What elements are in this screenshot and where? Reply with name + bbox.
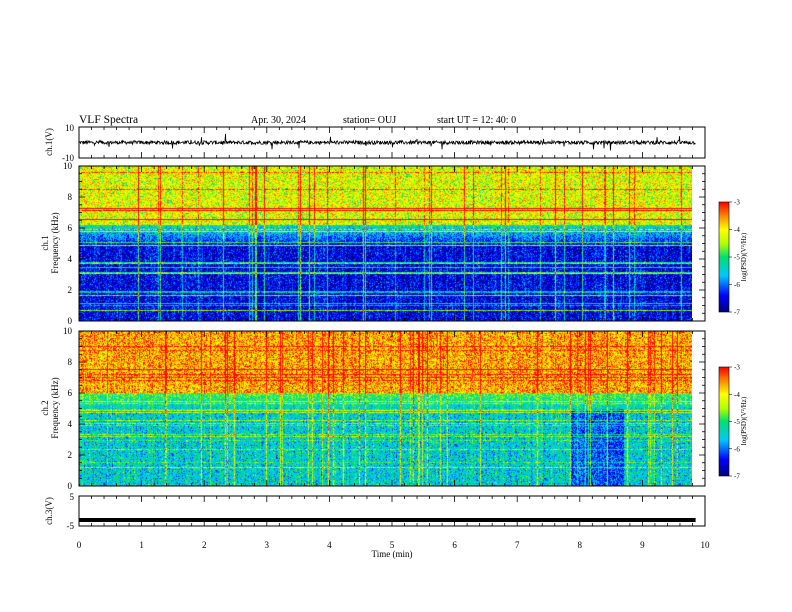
ch1-frequency-ylabel: Frequency (kHz) [50,212,60,273]
frequency-tick-label: 4 [68,419,73,429]
time-tick-label: 1 [139,540,144,550]
ch1-colorbar-label: log(PSD)(V²/Hz) [740,232,748,281]
colorbar-tick-label: -3 [734,199,740,207]
time-tick-label: 8 [578,540,583,550]
ch2-colorbar-ticks: -3 -4 -5 -6 -7 [729,364,740,481]
ch2-colorbar-label: log(PSD)(V²/Hz) [740,396,748,445]
ch2-colorbar-scale [718,366,730,477]
frequency-tick-label: 0 [68,316,73,326]
frequency-tick-label: 8 [68,357,73,367]
time-tick-label: 4 [327,540,332,550]
ch2-colorbar: -3 -4 -5 -6 -7 log(PSD)(V²/Hz) [718,364,748,481]
frequency-tick-label: 8 [68,192,73,202]
colorbar-tick-label: -5 [734,254,740,262]
colorbar-tick-label: -7 [734,473,740,481]
time-tick-label: 6 [452,540,457,550]
colorbar-tick-label: -3 [734,364,740,372]
ch3-ytick-bottom: -5 [67,521,75,531]
ch1-waveform-ylabel: ch.1(V) [44,128,54,156]
ch1-colorbar: -3 -4 -5 -6 -7 log(PSD)(V²/Hz) [718,199,748,317]
ch2-frequency-ylabel: Frequency (kHz) [50,377,60,438]
ch2-frequency-ticks: 0 2 4 6 8 10 [63,326,705,491]
time-tick-label: 3 [265,540,270,550]
frequency-tick-label: 0 [68,481,73,491]
time-tick-label: 0 [77,540,82,550]
frequency-tick-label: 4 [68,254,73,264]
ch1-spectrogram-image [79,166,692,321]
colorbar-tick-label: -5 [734,418,740,426]
ch1-ytick-bottom: -10 [62,153,74,163]
ch1-spectrogram-ylabel: ch.1 [40,235,50,250]
ch3-ytick-top: 5 [70,492,75,502]
time-tick-label: 5 [390,540,395,550]
time-tick-label: 7 [515,540,520,550]
ch1-spectrogram-panel: ch.1 Frequency (kHz) 0 2 4 6 8 10 [40,161,706,326]
ch1-waveform-panel: 10 -10 ch.1(V) [44,123,706,163]
colorbar-tick-label: -4 [734,226,740,234]
frequency-tick-label: 6 [68,223,73,233]
time-tick-label: 2 [202,540,207,550]
colorbar-tick-label: -6 [734,445,740,453]
frequency-tick-label: 10 [63,326,73,336]
time-axis-label: Time (min) [372,549,413,559]
frequency-tick-label: 2 [68,285,73,295]
ch1-colorbar-scale [718,201,730,313]
time-ticks [78,127,706,526]
time-tick-label: 9 [640,540,645,550]
colorbar-tick-label: -6 [734,281,740,289]
colorbar-tick-label: -7 [734,309,740,317]
station-label: station= OUJ [343,115,396,126]
ch1-ytick-top: 10 [65,123,75,133]
time-tick-label: 10 [701,540,711,550]
ch1-waveform-line [78,133,696,151]
colorbar-tick-label: -4 [734,391,740,399]
ch2-spectrogram-ylabel: ch.2 [40,400,50,415]
frequency-tick-label: 2 [68,450,73,460]
ch2-spectrogram-image [79,331,692,486]
start-time-label: start UT = 12: 40: 0 [437,115,516,126]
date-label: Apr. 30, 2024 [251,115,306,126]
ch3-waveform-panel: 5 -5 ch.3(V) [44,492,706,531]
ch3-waveform-ylabel: ch.3(V) [44,497,54,525]
ch1-frequency-ticks: 0 2 4 6 8 10 [63,161,705,326]
ch2-spectrogram-panel: ch.2 Frequency (kHz) 0 2 4 6 8 10 [40,326,706,491]
time-tick-labels: 0 1 2 3 4 5 6 7 8 9 10 [77,540,710,550]
frequency-tick-label: 6 [68,388,73,398]
figure-title: VLF Spectra [79,114,138,126]
ch1-colorbar-ticks: -3 -4 -5 -6 -7 [729,199,740,317]
frequency-tick-label: 10 [63,161,73,171]
